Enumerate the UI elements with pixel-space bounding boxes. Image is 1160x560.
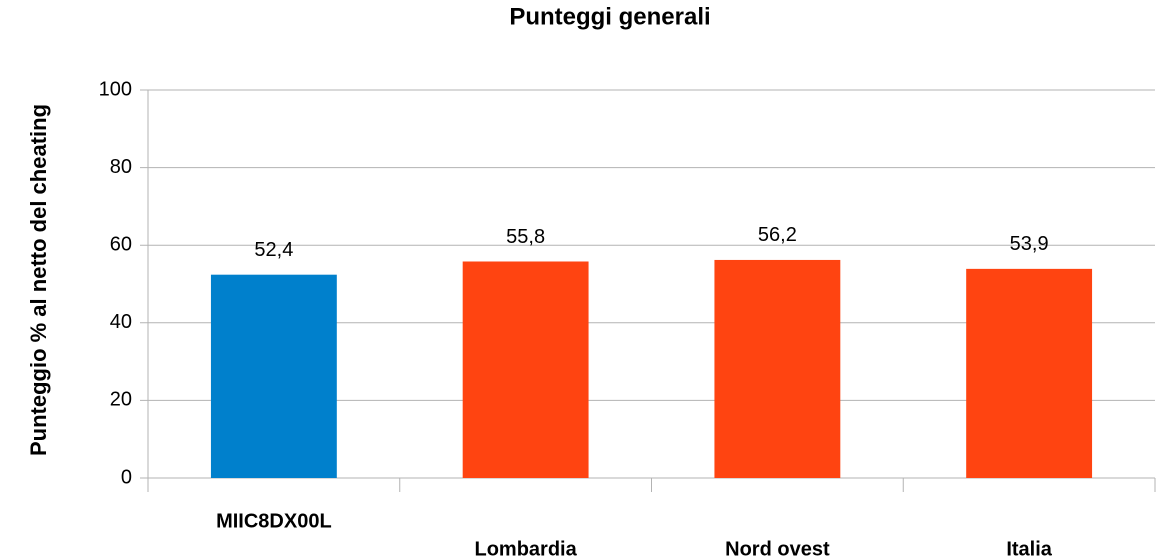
x-tick-label: Lombardia [475, 538, 578, 560]
y-axis-title: Punteggio % al netto del cheating [26, 104, 51, 456]
x-tick-label: MIIC8DX00L [216, 510, 332, 532]
chart-title: Punteggi generali [509, 3, 710, 30]
value-label: 55,8 [506, 226, 545, 248]
value-label: 56,2 [758, 224, 797, 246]
y-tick-label: 0 [121, 466, 132, 488]
value-label: 53,9 [1010, 233, 1049, 255]
x-tick-label: Italia [1006, 538, 1052, 560]
y-tick-label: 60 [110, 233, 132, 255]
bar [966, 268, 1093, 478]
y-tick-label: 40 [110, 311, 132, 333]
bar [462, 261, 589, 478]
y-tick-label: 20 [110, 389, 132, 411]
y-tick-label: 100 [99, 78, 132, 100]
bar [210, 274, 337, 478]
bar [714, 259, 841, 478]
value-label: 52,4 [254, 239, 293, 261]
x-tick-label: Nord ovest [725, 538, 830, 560]
y-tick-label: 80 [110, 156, 132, 178]
